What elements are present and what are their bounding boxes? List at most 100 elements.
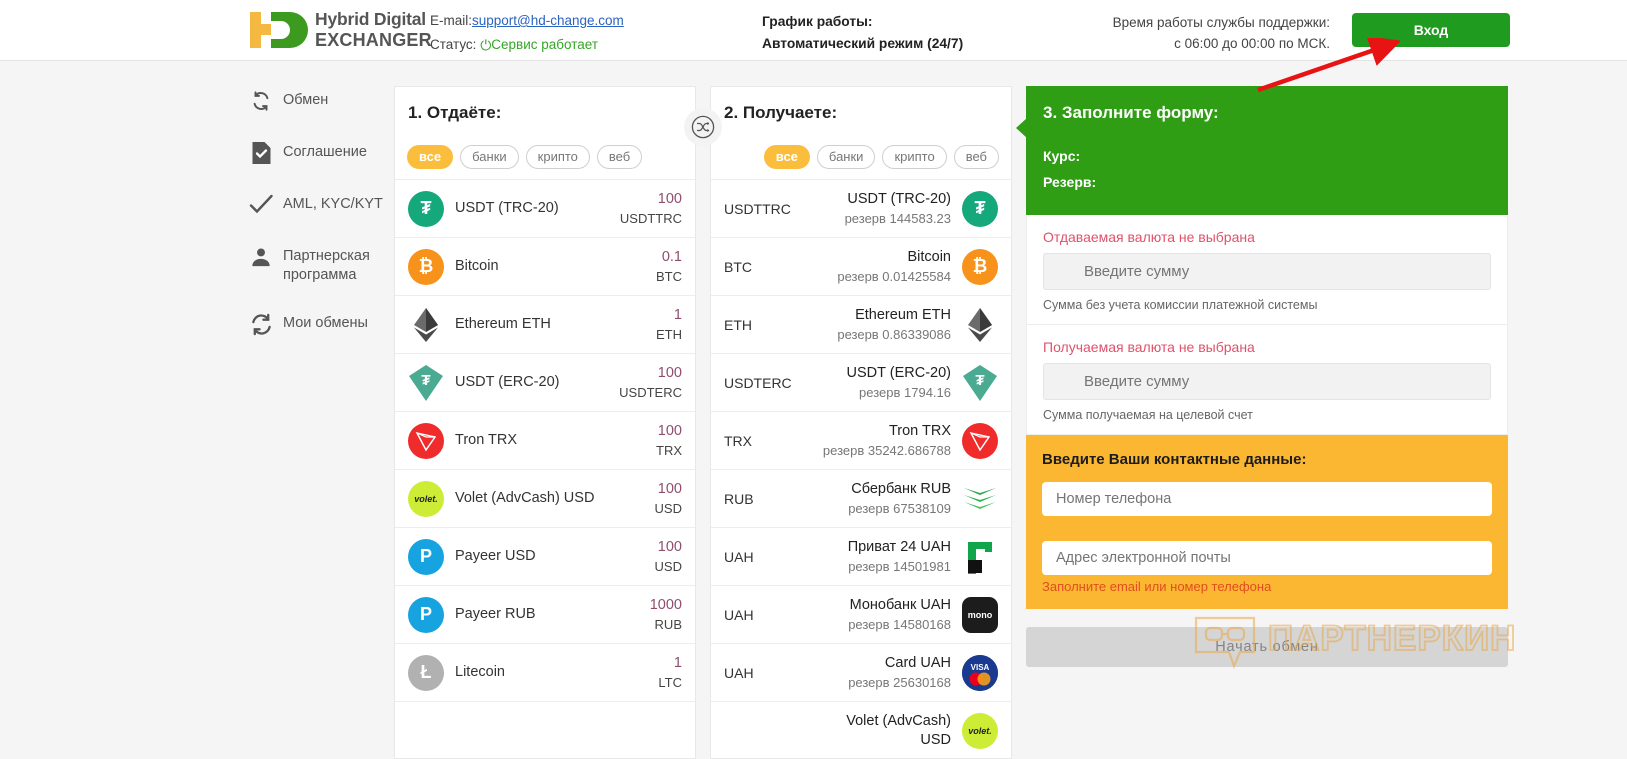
- get-currency-code: UAH: [724, 606, 754, 623]
- give-currency-row[interactable]: Tron TRX 100 TRX: [395, 412, 695, 470]
- give-currency-amount: 100 USD: [654, 480, 682, 516]
- get-currency-row[interactable]: USDTTRC USDT (TRC-20) резерв 144583.23 ₮: [711, 180, 1011, 238]
- get-currency-row[interactable]: UAH Приват 24 UAH резерв 14501981: [711, 528, 1011, 586]
- support-email-link[interactable]: support@hd-change.com: [472, 13, 624, 28]
- give-currency-row[interactable]: ₮ USDT (TRC-20) 100 USDTTRC: [395, 180, 695, 238]
- reserve-label: Резерв:: [1043, 174, 1097, 190]
- get-currency-code: UAH: [724, 548, 754, 565]
- start-exchange-button[interactable]: Начать обмен: [1026, 627, 1508, 667]
- get-filter-tabs: все банки крипто веб: [711, 123, 1011, 179]
- checkmark-icon: [248, 192, 274, 218]
- swap-direction-button[interactable]: [684, 108, 722, 146]
- hd-logo-icon: [250, 8, 308, 52]
- get-panel-title: 2. Получаете:: [724, 103, 838, 122]
- get-currency-row[interactable]: RUB Сбербанк RUB резерв 67538109: [711, 470, 1011, 528]
- give-currency-name: USDT (ERC-20): [455, 374, 560, 390]
- get-currency-code: RUB: [724, 490, 754, 507]
- get-currency-info: Сбербанк RUB резерв 67538109: [848, 480, 951, 516]
- form-title: 3. Заполните форму:: [1043, 103, 1219, 122]
- give-filter-веб[interactable]: веб: [596, 145, 643, 169]
- get-currency-list: USDTTRC USDT (TRC-20) резерв 144583.23 ₮ BTC…: [711, 179, 1011, 759]
- give-filter-крипто[interactable]: крипто: [525, 145, 590, 169]
- give-currency-row[interactable]: volet. Volet (AdvCash) USD 100 USD: [395, 470, 695, 528]
- volet-icon: volet.: [408, 480, 444, 517]
- refresh-icon: [248, 88, 274, 114]
- sidebar-item-my-exchanges[interactable]: Мои обмены: [248, 311, 393, 337]
- get-amount-input[interactable]: [1043, 363, 1491, 400]
- give-amount-input[interactable]: [1043, 253, 1491, 290]
- get-currency-info: Монобанк UAH резерв 14580168: [848, 596, 951, 632]
- sidebar-item-agreement[interactable]: Соглашение: [248, 140, 393, 166]
- document-check-icon: [248, 140, 274, 166]
- sidebar-label-my-exchanges: Мои обмены: [283, 315, 368, 331]
- sidebar-item-exchange[interactable]: Обмен: [248, 88, 393, 114]
- give-currency-amount: 100 USD: [654, 538, 682, 574]
- get-amount-hint: Сумма получаемая на целевой счет: [1043, 408, 1253, 422]
- get-filter-крипто[interactable]: крипто: [882, 145, 947, 169]
- site-logo[interactable]: Hybrid Digital EXCHANGER: [250, 8, 432, 52]
- get-currency-row[interactable]: BTC Bitcoin резерв 0.01425584 ₿: [711, 238, 1011, 296]
- give-filter-банки[interactable]: банки: [460, 145, 519, 169]
- schedule-value: Автоматический режим (24/7): [762, 36, 964, 51]
- get-currency-row[interactable]: Volet (AdvCash) USD volet.: [711, 702, 1011, 759]
- get-currency-row[interactable]: UAH Card UAH резерв 25630168 VISA: [711, 644, 1011, 702]
- get-currency-row[interactable]: TRX Tron TRX резерв 35242.686788: [711, 412, 1011, 470]
- get-filter-веб[interactable]: веб: [953, 145, 999, 169]
- get-currency-row[interactable]: UAH Монобанк UAH резерв 14580168 mono: [711, 586, 1011, 644]
- svg-text:₮: ₮: [421, 372, 430, 389]
- give-amount-hint: Сумма без учета комиссии платежной систе…: [1043, 298, 1318, 312]
- tron-icon: [962, 422, 998, 459]
- give-currency-name: Bitcoin: [455, 258, 499, 274]
- give-currency-row[interactable]: P Payeer USD 100 USD: [395, 528, 695, 586]
- get-currency-panel: 2. Получаете: все банки крипто веб USDTTRC U…: [710, 86, 1012, 759]
- get-currency-row[interactable]: USDTERC USDT (ERC-20) резерв 1794.16 ₮: [711, 354, 1011, 412]
- contact-details-block: Введите Ваши контактные данные: Заполнит…: [1026, 435, 1508, 609]
- get-currency-info: Приват 24 UAH резерв 14501981: [847, 538, 951, 574]
- give-currency-row[interactable]: P Payeer RUB 1000 RUB: [395, 586, 695, 644]
- exchange-form-panel: 3. Заполните форму: Курс: Резерв: Отдава…: [1016, 86, 1508, 667]
- litecoin-icon: Ł: [408, 654, 444, 691]
- get-filter-все[interactable]: все: [763, 145, 810, 169]
- email-input[interactable]: [1042, 541, 1492, 575]
- sidebar-item-aml[interactable]: AML, KYC/KYT: [248, 192, 393, 218]
- get-filter-банки[interactable]: банки: [816, 145, 876, 169]
- tether-icon: ₮: [962, 190, 998, 227]
- contacts-title: Введите Ваши контактные данные:: [1042, 451, 1307, 468]
- shuffle-icon: [691, 115, 715, 139]
- give-currency-panel: 1. Отдаёте: все банки крипто веб ₮ USDT (TRC…: [394, 86, 696, 759]
- tether-icon: ₮: [408, 190, 444, 227]
- sberbank-icon: [962, 481, 998, 517]
- sidebar-label-exchange: Обмен: [283, 92, 329, 108]
- get-currency-code: UAH: [724, 664, 754, 681]
- give-currency-row[interactable]: Ł Litecoin 1 LTC: [395, 644, 695, 702]
- give-currency-error: Отдаваемая валюта не выбрана: [1043, 229, 1255, 245]
- support-label: Время работы службы поддержки:: [1112, 15, 1330, 30]
- give-panel-title: 1. Отдаёте:: [408, 103, 502, 122]
- get-currency-info: USDT (ERC-20) резерв 1794.16: [846, 364, 951, 400]
- give-currency-row[interactable]: ₿ Bitcoin 0.1 BTC: [395, 238, 695, 296]
- give-currency-amount: 100 TRX: [656, 422, 682, 458]
- give-currency-row[interactable]: Ethereum ETH 1 ETH: [395, 296, 695, 354]
- bitcoin-icon: ₿: [408, 248, 444, 285]
- sidebar-item-partner[interactable]: Партнерская программа: [248, 244, 393, 285]
- privat24-icon: [962, 539, 998, 575]
- login-button[interactable]: Вход: [1352, 13, 1510, 47]
- get-currency-error: Получаемая валюта не выбрана: [1043, 339, 1255, 355]
- support-hours: с 06:00 до 00:00 по МСК.: [1174, 36, 1330, 51]
- get-currency-info: Card UAH резерв 25630168: [848, 654, 951, 690]
- give-currency-name: Litecoin: [455, 664, 505, 680]
- get-currency-row[interactable]: ETH Ethereum ETH резерв 0.86339086: [711, 296, 1011, 354]
- payeer-icon: P: [408, 596, 444, 633]
- get-currency-info: USDT (TRC-20) резерв 144583.23: [844, 190, 951, 226]
- volet-icon: volet.: [962, 712, 998, 749]
- give-currency-name: Payeer USD: [455, 548, 536, 564]
- monobank-icon: mono: [962, 596, 998, 633]
- amount-fields-block: Отдаваемая валюта не выбрана Сумма без у…: [1026, 215, 1508, 435]
- schedule-label: График работы:: [762, 14, 873, 29]
- svg-text:VISA: VISA: [971, 663, 990, 672]
- phone-input[interactable]: [1042, 482, 1492, 516]
- give-filter-все[interactable]: все: [407, 145, 454, 169]
- give-currency-row[interactable]: ₮ USDT (ERC-20) 100 USDTERC: [395, 354, 695, 412]
- logo-text: Hybrid Digital EXCHANGER: [315, 11, 432, 49]
